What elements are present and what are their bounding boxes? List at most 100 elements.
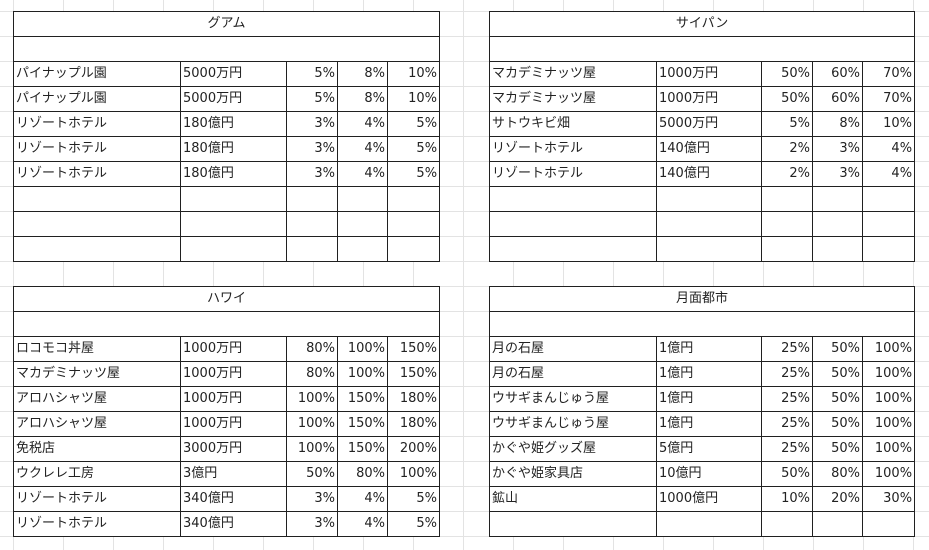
price-cell[interactable] — [656, 186, 762, 212]
rate-cell[interactable]: 70% — [861, 86, 916, 112]
rate-cell[interactable]: 25% — [761, 386, 813, 412]
rate-cell[interactable] — [812, 211, 863, 237]
rate-cell[interactable]: 3% — [812, 136, 863, 162]
rate-cell[interactable]: 150% — [337, 436, 388, 462]
rate-cell[interactable]: 100% — [286, 411, 338, 437]
price-cell[interactable]: 1億円 — [656, 411, 762, 437]
facility-cell[interactable] — [489, 511, 657, 537]
rate-cell[interactable]: 50% — [761, 61, 813, 87]
rate-cell[interactable]: 50% — [812, 361, 863, 387]
price-cell[interactable]: 5000万円 — [180, 61, 287, 87]
price-cell[interactable] — [656, 211, 762, 237]
facility-cell[interactable]: リゾートホテル — [13, 136, 181, 162]
rate-cell[interactable]: 80% — [286, 361, 338, 387]
rate-cell[interactable]: 8% — [337, 86, 388, 112]
facility-cell[interactable]: サトウキビ畑 — [489, 111, 657, 137]
facility-cell[interactable]: アロハシャツ屋 — [13, 386, 181, 412]
rate-cell[interactable]: 5% — [386, 111, 441, 137]
price-cell[interactable]: 340億円 — [180, 511, 287, 537]
rate-cell[interactable]: 5% — [386, 511, 441, 537]
rate-cell[interactable]: 4% — [861, 136, 916, 162]
rate-cell[interactable] — [337, 236, 388, 262]
rate-cell[interactable]: 25% — [761, 336, 813, 362]
rate-cell[interactable] — [861, 511, 916, 537]
rate-cell[interactable]: 4% — [337, 136, 388, 162]
rate-cell[interactable]: 4% — [861, 161, 916, 187]
price-cell[interactable]: 1000万円 — [180, 336, 287, 362]
facility-cell[interactable]: ウクレレ工房 — [13, 461, 181, 487]
rate-cell[interactable]: 60% — [812, 86, 863, 112]
price-cell[interactable]: 5000万円 — [180, 86, 287, 112]
blank-cell[interactable] — [12, 311, 441, 337]
rate-cell[interactable]: 100% — [861, 386, 916, 412]
rate-cell[interactable]: 3% — [286, 161, 338, 187]
rate-cell[interactable] — [861, 236, 916, 262]
rate-cell[interactable]: 4% — [337, 511, 388, 537]
rate-cell[interactable]: 100% — [861, 361, 916, 387]
price-cell[interactable]: 10億円 — [656, 461, 762, 487]
facility-cell[interactable]: パイナップル園 — [13, 86, 181, 112]
price-cell[interactable]: 140億円 — [656, 136, 762, 162]
price-cell[interactable]: 340億円 — [180, 486, 287, 512]
rate-cell[interactable]: 60% — [812, 61, 863, 87]
facility-cell[interactable]: パイナップル園 — [13, 61, 181, 87]
rate-cell[interactable]: 2% — [761, 136, 813, 162]
facility-cell[interactable]: マカデミナッツ屋 — [489, 86, 657, 112]
rate-cell[interactable]: 100% — [386, 461, 441, 487]
rate-cell[interactable] — [861, 211, 916, 237]
rate-cell[interactable] — [286, 186, 338, 212]
rate-cell[interactable]: 80% — [337, 461, 388, 487]
rate-cell[interactable]: 4% — [337, 486, 388, 512]
rate-cell[interactable]: 100% — [286, 386, 338, 412]
rate-cell[interactable] — [812, 236, 863, 262]
rate-cell[interactable]: 3% — [286, 136, 338, 162]
rate-cell[interactable] — [337, 186, 388, 212]
price-cell[interactable]: 1億円 — [656, 386, 762, 412]
facility-cell[interactable] — [489, 236, 657, 262]
rate-cell[interactable] — [861, 186, 916, 212]
rate-cell[interactable]: 100% — [861, 436, 916, 462]
facility-cell[interactable] — [489, 186, 657, 212]
rate-cell[interactable]: 3% — [286, 111, 338, 137]
facility-cell[interactable]: 免税店 — [13, 436, 181, 462]
price-cell[interactable] — [656, 236, 762, 262]
rate-cell[interactable]: 80% — [812, 461, 863, 487]
rate-cell[interactable]: 50% — [812, 436, 863, 462]
rate-cell[interactable]: 3% — [812, 161, 863, 187]
facility-cell[interactable]: アロハシャツ屋 — [13, 411, 181, 437]
rate-cell[interactable] — [386, 236, 441, 262]
facility-cell[interactable] — [13, 211, 181, 237]
rate-cell[interactable]: 5% — [286, 61, 338, 87]
rate-cell[interactable]: 180% — [386, 411, 441, 437]
price-cell[interactable]: 1000万円 — [180, 411, 287, 437]
rate-cell[interactable]: 100% — [337, 361, 388, 387]
price-cell[interactable] — [656, 511, 762, 537]
facility-cell[interactable] — [489, 211, 657, 237]
price-cell[interactable]: 1億円 — [656, 361, 762, 387]
rate-cell[interactable]: 25% — [761, 361, 813, 387]
rate-cell[interactable]: 50% — [286, 461, 338, 487]
table-title[interactable]: サイパン — [488, 11, 916, 37]
facility-cell[interactable]: リゾートホテル — [13, 161, 181, 187]
price-cell[interactable]: 1000万円 — [656, 61, 762, 87]
table-title[interactable]: ハワイ — [12, 286, 441, 312]
rate-cell[interactable]: 100% — [286, 436, 338, 462]
rate-cell[interactable] — [761, 236, 813, 262]
rate-cell[interactable]: 25% — [761, 436, 813, 462]
rate-cell[interactable]: 80% — [286, 336, 338, 362]
rate-cell[interactable]: 180% — [386, 386, 441, 412]
rate-cell[interactable]: 70% — [861, 61, 916, 87]
price-cell[interactable]: 180億円 — [180, 161, 287, 187]
rate-cell[interactable]: 150% — [337, 411, 388, 437]
facility-cell[interactable]: 月の石屋 — [489, 336, 657, 362]
rate-cell[interactable]: 5% — [386, 136, 441, 162]
rate-cell[interactable]: 5% — [386, 161, 441, 187]
rate-cell[interactable]: 150% — [386, 361, 441, 387]
rate-cell[interactable]: 4% — [337, 111, 388, 137]
price-cell[interactable]: 180億円 — [180, 136, 287, 162]
rate-cell[interactable] — [761, 186, 813, 212]
facility-cell[interactable]: 月の石屋 — [489, 361, 657, 387]
facility-cell[interactable]: かぐや姫家具店 — [489, 461, 657, 487]
rate-cell[interactable] — [286, 211, 338, 237]
rate-cell[interactable]: 10% — [386, 61, 441, 87]
